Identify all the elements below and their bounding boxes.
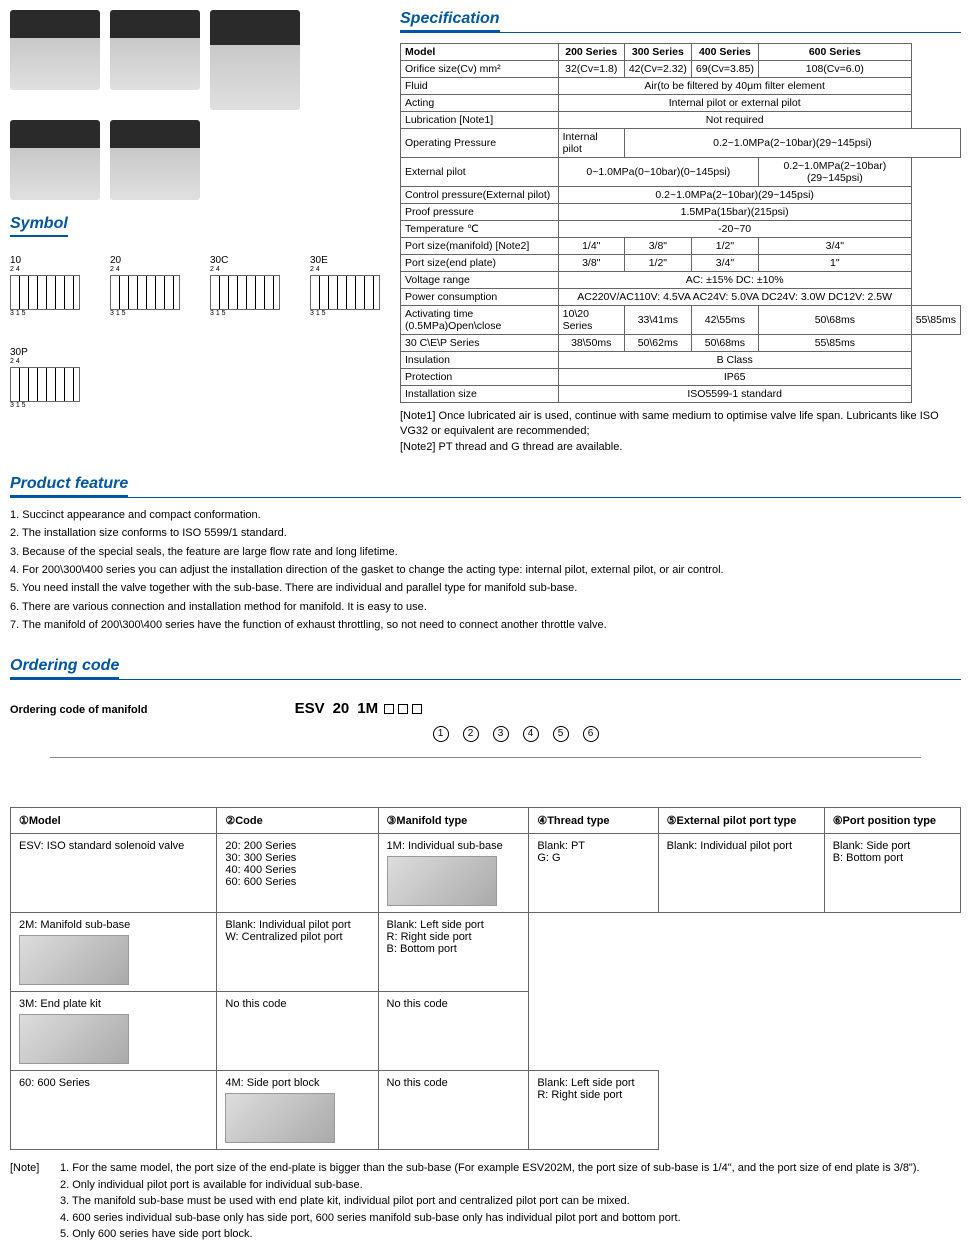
- spec-title: Specification: [400, 10, 500, 32]
- feature-title: Product feature: [10, 475, 128, 497]
- product-image: [110, 10, 200, 90]
- spec-table: Model200 Series300 Series400 Series600 S…: [400, 43, 961, 403]
- product-image: [10, 120, 100, 200]
- ordering-notes: [Note]1. For the same model, the port si…: [10, 1160, 961, 1243]
- product-image: [210, 10, 300, 110]
- ordering-title: Ordering code: [10, 657, 119, 679]
- product-image: [10, 10, 100, 90]
- symbol-title: Symbol: [10, 215, 68, 237]
- product-images: [10, 10, 380, 200]
- order-code-example: ESV201M: [291, 700, 425, 717]
- order-code-indices: 123456: [10, 726, 961, 742]
- spec-notes: [Note1] Once lubricated air is used, con…: [400, 409, 961, 455]
- symbol-diagrams: 102 43 1 5202 43 1 530C2 43 1 530E2 43 1…: [10, 255, 380, 409]
- ordering-table: ①Model②Code③Manifold type④Thread type⑤Ex…: [10, 807, 961, 1150]
- product-image: [110, 120, 200, 200]
- feature-list: 1. Succinct appearance and compact confo…: [10, 508, 961, 632]
- ordering-subtitle: Ordering code of manifold: [10, 704, 148, 716]
